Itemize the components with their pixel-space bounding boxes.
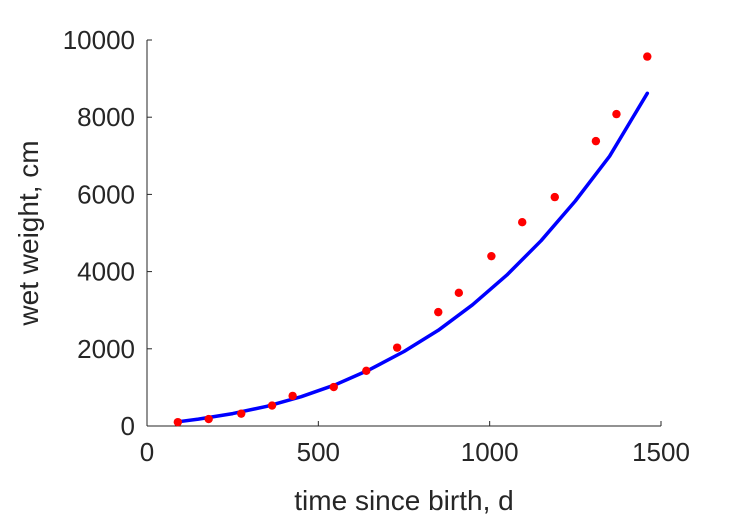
data-point: [454, 288, 464, 298]
data-point: [329, 382, 338, 392]
y-tick-label: 4000: [77, 257, 135, 287]
y-axis-ticks: 0 2000 4000 6000 8000 10000: [63, 25, 152, 441]
fit-curve: [176, 91, 650, 424]
x-tick-label: 0: [140, 437, 154, 467]
data-point: [643, 52, 652, 61]
x-axis-ticks: 0 500 1000 1500: [140, 421, 690, 467]
y-tick-label: 8000: [77, 102, 135, 132]
x-tick-label: 500: [297, 437, 340, 467]
y-tick-label: 6000: [77, 179, 135, 209]
x-axis-label: time since birth, d: [294, 485, 513, 516]
data-point: [518, 217, 527, 227]
y-tick-label: 2000: [77, 334, 135, 364]
data-point: [434, 307, 443, 317]
data-point: [612, 109, 621, 119]
data-point: [267, 401, 277, 410]
data-point: [487, 251, 496, 261]
x-tick-label: 1000: [461, 437, 519, 467]
x-tick-label: 1500: [632, 437, 690, 467]
data-point: [392, 343, 402, 352]
data-point: [204, 414, 213, 424]
plot-series: [173, 52, 652, 427]
data-point: [362, 366, 371, 376]
y-tick-label: 10000: [63, 25, 135, 55]
data-point: [288, 391, 297, 401]
y-tick-label: 0: [121, 411, 135, 441]
data-point: [237, 409, 246, 418]
axes: [146, 40, 661, 427]
data-point: [591, 136, 601, 146]
data-point: [173, 417, 183, 427]
data-point: [550, 192, 559, 202]
y-axis-label: wet weight, cm: [13, 140, 44, 326]
